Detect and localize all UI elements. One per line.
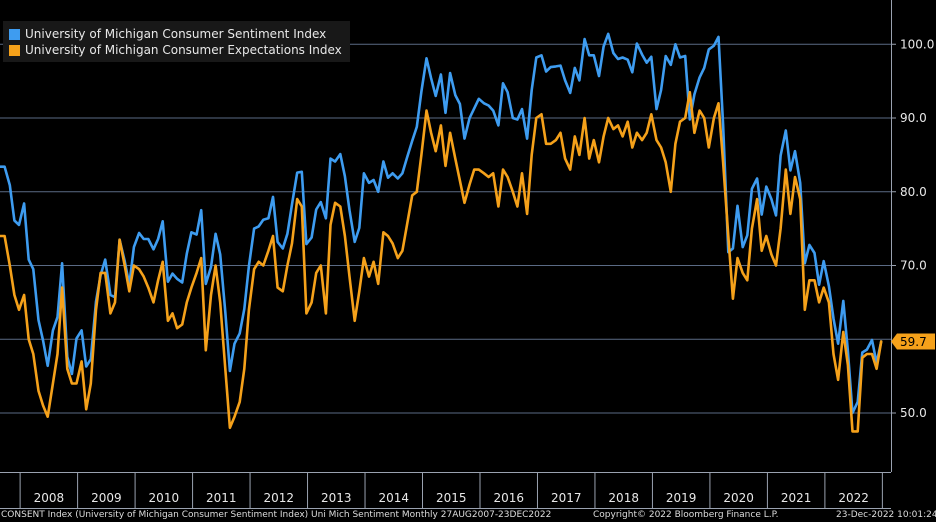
x-tick-label: 2017 <box>551 491 582 505</box>
y-tick-label: 70.0 <box>900 259 927 273</box>
series-line <box>0 32 883 415</box>
x-tick-label: 2015 <box>436 491 467 505</box>
y-axis-ticks: 50.0 70.0 80.0 90.0 100.0 <box>891 37 934 420</box>
gridlines <box>0 43 891 414</box>
footer-timestamp: 23-Dec-2022 10:01:24 <box>836 510 936 520</box>
x-tick-label: 2020 <box>723 491 754 505</box>
x-tick-label: 2016 <box>493 491 524 505</box>
x-tick-label: 2019 <box>666 491 697 505</box>
x-tick-label: 2010 <box>149 491 180 505</box>
x-tick-label: 2008 <box>34 491 65 505</box>
legend-label: University of Michigan Consumer Sentimen… <box>25 27 327 41</box>
y-tick-label: 100.0 <box>900 37 934 51</box>
x-tick-label: 2012 <box>264 491 295 505</box>
x-tick-label: 2021 <box>781 491 812 505</box>
last-value-label: 59.7 <box>900 335 927 349</box>
series-line <box>0 90 883 433</box>
footer: CONSENT Index (University of Michigan Co… <box>0 508 936 522</box>
x-tick-label: 2013 <box>321 491 352 505</box>
series-lines <box>0 32 883 433</box>
legend-swatch <box>9 28 20 40</box>
last-value-badge <box>891 333 935 350</box>
x-tick-label: 2011 <box>206 491 237 505</box>
x-tick-label: 2009 <box>91 491 122 505</box>
x-tick-label: 2018 <box>608 491 639 505</box>
y-tick-label: 80.0 <box>900 185 927 199</box>
x-tick-label: 2014 <box>378 491 409 505</box>
y-tick-label: 90.0 <box>900 111 927 125</box>
last-value-marker: 59.7 <box>891 333 935 350</box>
legend: University of Michigan Consumer Sentimen… <box>3 21 350 62</box>
x-axis-ticks: 2008 2009 2010 2011 2012 2013 2014 2015 2016 2017… <box>19 472 883 508</box>
x-tick-label: 2022 <box>838 491 869 505</box>
legend-item: University of Michigan Consumer Expectat… <box>9 42 342 58</box>
footer-source: CONSENT Index (University of Michigan Co… <box>1 510 552 520</box>
y-tick-label: 50.0 <box>900 406 927 420</box>
axis-frame <box>0 0 892 509</box>
legend-swatch <box>9 44 20 56</box>
footer-copyright: Copyright© 2022 Bloomberg Finance L.P. <box>593 510 779 520</box>
legend-label: University of Michigan Consumer Expectat… <box>25 43 342 57</box>
legend-item: University of Michigan Consumer Sentimen… <box>9 26 342 42</box>
